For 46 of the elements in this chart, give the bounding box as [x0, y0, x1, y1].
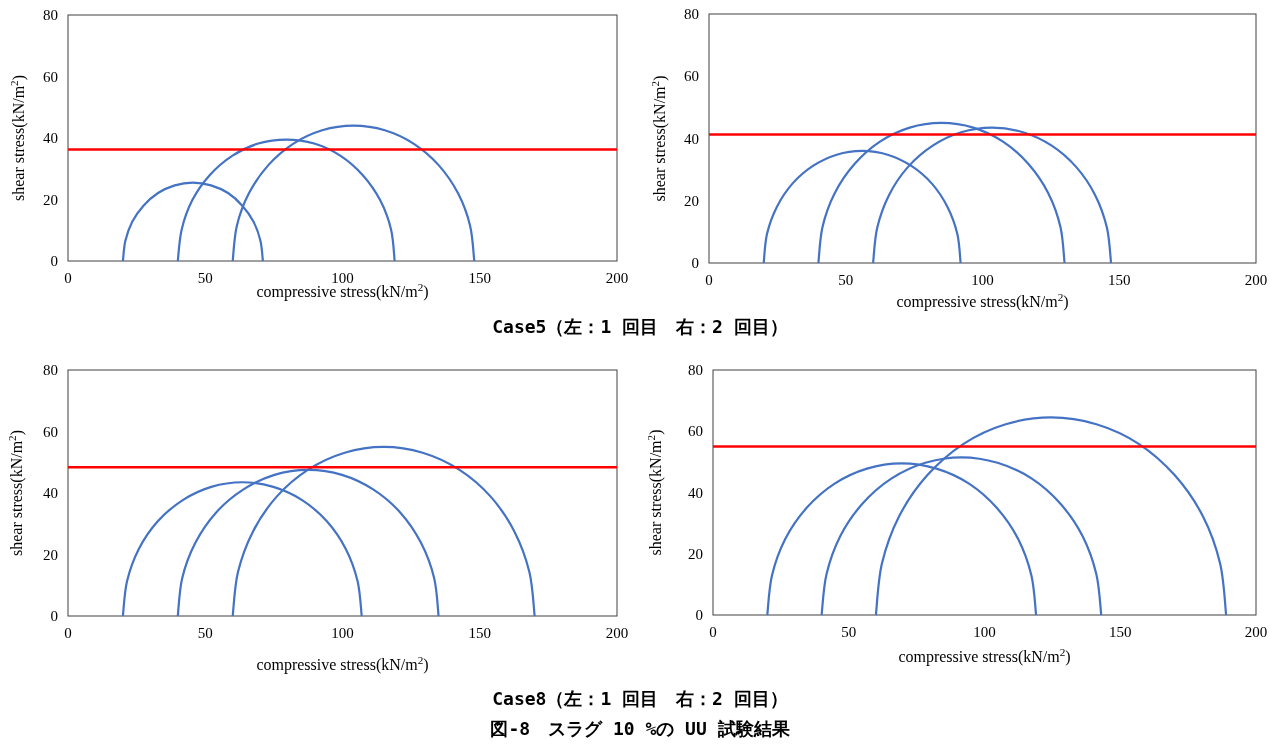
- x-tick-label: 150: [1109, 624, 1132, 640]
- y-tick-label: 80: [43, 362, 58, 378]
- y-tick-label: 40: [43, 130, 58, 146]
- y-tick-label: 40: [688, 484, 703, 501]
- y-tick-label: 80: [43, 7, 58, 23]
- x-tick-label: 200: [1244, 624, 1268, 640]
- y-tick-label: 20: [688, 545, 703, 562]
- text: Case8（左：1 回目 右：2 回目）: [492, 688, 788, 709]
- x-tick-label: 0: [64, 270, 72, 286]
- x-tick-label: 100: [331, 270, 354, 286]
- y-tick-label: 40: [684, 130, 699, 147]
- y-tick-label: 60: [43, 68, 58, 85]
- x-tick-label: 0: [705, 272, 713, 288]
- x-axis-title: compressive stress(kN/m$^{2}$): [898, 646, 1071, 666]
- x-tick-label: 50: [197, 270, 213, 286]
- y-tick-label: 0: [50, 608, 58, 624]
- x-tick-label: 50: [841, 624, 857, 640]
- text: 図-8 スラグ 10 %の UU 試験結果: [490, 718, 791, 739]
- y-tick-label: 20: [43, 191, 58, 208]
- y-tick-label: 40: [43, 485, 58, 501]
- x-tick-label: 200: [1244, 272, 1268, 288]
- y-tick-label: 80: [688, 362, 703, 378]
- y-tick-label: 60: [43, 423, 58, 440]
- y-tick-label: 0: [50, 253, 58, 269]
- x-tick-label: 150: [468, 270, 491, 286]
- x-tick-label: 100: [973, 624, 996, 640]
- x-tick-label: 0: [64, 625, 72, 641]
- x-tick-label: 200: [605, 625, 629, 641]
- y-tick-label: 80: [684, 6, 699, 22]
- y-tick-label: 0: [691, 255, 699, 271]
- x-tick-label: 100: [331, 625, 354, 641]
- x-tick-label: 50: [197, 625, 213, 641]
- y-tick-label: 60: [688, 423, 703, 440]
- y-tick-label: 60: [684, 68, 699, 85]
- x-tick-label: 100: [971, 272, 994, 288]
- text: Case5（左：1 回目 右：2 回目）: [492, 316, 788, 337]
- x-axis-title: compressive stress(kN/m$^{2}$): [896, 291, 1069, 311]
- x-tick-label: 200: [605, 270, 629, 286]
- x-tick-label: 50: [838, 272, 854, 288]
- x-axis-title: compressive stress(kN/m$^{2}$): [256, 654, 429, 674]
- x-tick-label: 0: [709, 624, 717, 640]
- x-tick-label: 150: [1108, 272, 1131, 288]
- y-tick-label: 20: [684, 192, 699, 209]
- y-tick-label: 0: [695, 607, 703, 623]
- y-tick-label: 20: [43, 546, 58, 563]
- x-tick-label: 150: [468, 625, 491, 641]
